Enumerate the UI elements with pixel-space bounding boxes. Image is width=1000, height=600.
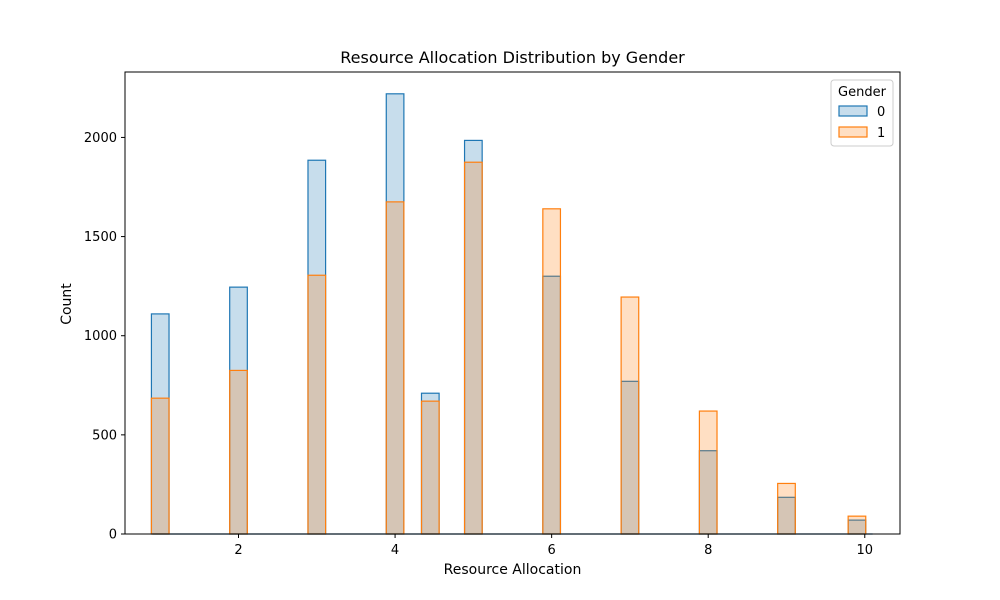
bar-series-1-bin-8 — [698, 410, 718, 535]
y-tick-label: 0 — [109, 528, 117, 543]
legend: Gender 0 1 — [830, 79, 894, 147]
y-axis-ticks: 0 500 1000 1500 2000 — [84, 131, 125, 543]
legend-frame — [830, 79, 894, 147]
bar-series-1-bin-10 — [847, 515, 867, 535]
legend-label-0: 0 — [877, 105, 885, 120]
x-tick-label: 8 — [704, 543, 712, 558]
y-tick-label: 1000 — [84, 329, 117, 344]
axes — [124, 71, 901, 535]
bar-series-1-bin-5 — [463, 161, 483, 535]
bar-series-1-bin-0 — [150, 397, 170, 535]
x-tick-label: 6 — [548, 543, 556, 558]
bar-series-1-bin-2 — [307, 274, 327, 535]
x-tick-label: 4 — [391, 543, 399, 558]
x-tick-label: 2 — [234, 543, 242, 558]
y-tick-label: 2000 — [84, 131, 117, 146]
legend-label-1: 1 — [877, 126, 885, 141]
bar-series-1-bin-6 — [542, 208, 562, 535]
bar-series-1-bin-1 — [229, 369, 248, 535]
bar-series-1-bin-4 — [420, 400, 440, 535]
legend-swatch-1 — [838, 126, 868, 138]
y-axis-label: Count — [59, 283, 75, 325]
legend-title: Gender — [838, 85, 887, 100]
y-tick-label: 500 — [92, 428, 117, 443]
x-axis-label: Resource Allocation — [444, 562, 582, 578]
y-tick-label: 1500 — [84, 230, 117, 245]
legend-swatch-0 — [838, 105, 868, 117]
chart-title: Resource Allocation Distribution by Gend… — [340, 48, 685, 67]
bar-series-1-bin-9 — [777, 482, 796, 535]
bar-series-1-bin-3 — [385, 201, 405, 535]
bars-series-0 — [150, 93, 873, 535]
plot-frame — [124, 71, 901, 535]
x-tick-label: 10 — [856, 543, 873, 558]
bars-series-1 — [150, 161, 867, 535]
bar-series-1-bin-7 — [620, 296, 640, 535]
x-axis-ticks: 2 4 6 8 10 — [234, 534, 873, 558]
